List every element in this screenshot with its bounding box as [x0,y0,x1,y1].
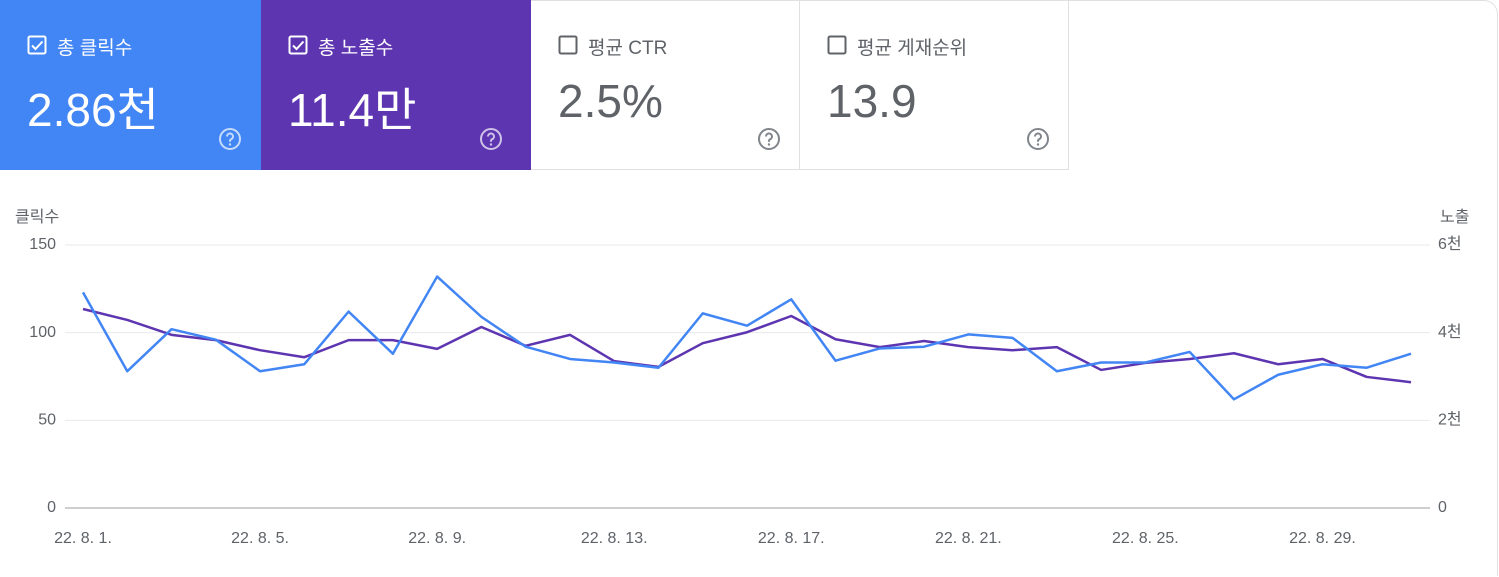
y-tick-label: 150 [29,236,56,253]
y2-tick-label: 0 [1438,499,1447,516]
y-tick-label: 50 [38,412,56,429]
x-tick-label: 22. 8. 29. [1289,530,1356,547]
y2-tick-label: 2천 [1438,411,1462,429]
help-icon[interactable] [757,127,781,151]
x-tick-label: 22. 8. 13. [581,530,648,547]
metric-value: 11.4만 [288,84,417,136]
x-tick-label: 22. 8. 25. [1112,530,1179,547]
metric-card[interactable]: 평균 게재순위 13.9 [800,0,1069,170]
help-icon[interactable] [479,127,503,151]
x-tick-label: 22. 8. 5. [231,530,289,547]
y-tick-label: 0 [47,499,56,516]
checkbox[interactable] [827,35,847,55]
metric-label: 평균 게재순위 [857,38,968,59]
metric-card[interactable]: 총 클릭수 2.86천 [0,0,261,170]
y-tick-label: 100 [29,324,56,341]
metric-value: 2.86천 [27,84,159,136]
checkbox[interactable] [558,35,578,55]
help-icon[interactable] [218,127,242,151]
metric-cards: 총 클릭수 2.86천 총 노출수 11.4만 평균 CTR 2.5% 평균 게재순위 13.… [0,0,1069,170]
metric-card[interactable]: 평균 CTR 2.5% [531,0,800,170]
metric-label: 평균 CTR [588,38,668,59]
checkbox[interactable] [27,35,47,55]
x-tick-label: 22. 8. 1. [54,530,112,547]
series-line [82,307,1412,384]
y2-axis-title: 노출 [1440,208,1469,226]
x-tick-label: 22. 8. 17. [758,530,825,547]
x-tick-label: 22. 8. 21. [935,530,1002,547]
metric-value: 13.9 [827,75,917,127]
series-line [81,275,1412,401]
y2-tick-label: 4천 [1438,323,1462,341]
y-axis-title: 클릭수 [15,208,59,226]
metric-label: 총 클릭수 [57,38,133,59]
help-icon[interactable] [1026,127,1050,151]
metric-label: 총 노출수 [318,38,394,59]
metric-card[interactable]: 총 노출수 11.4만 [261,0,531,170]
y2-tick-label: 6천 [1438,235,1462,253]
x-tick-label: 22. 8. 9. [408,530,466,547]
checkbox[interactable] [288,35,308,55]
metric-value: 2.5% [558,75,663,127]
